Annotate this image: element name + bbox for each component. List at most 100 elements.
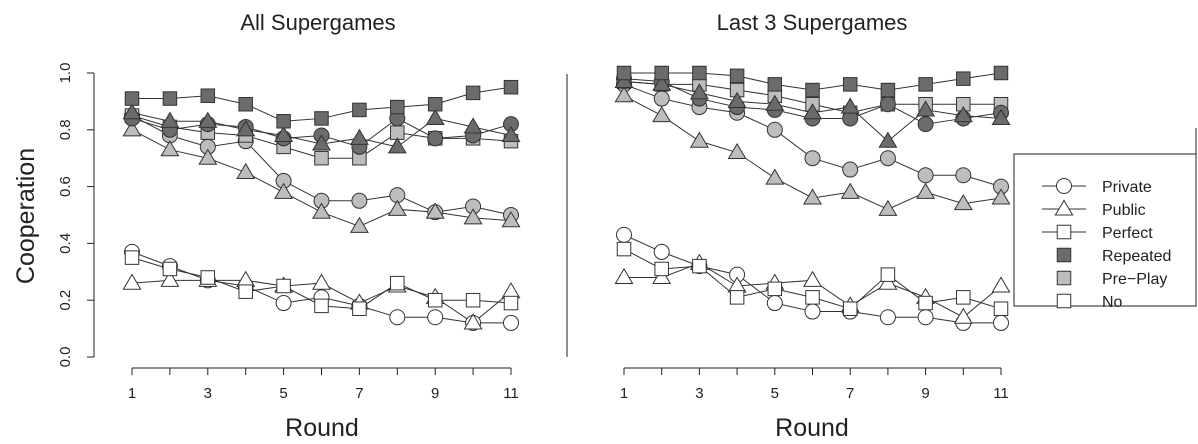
data-point-public-dark bbox=[198, 111, 218, 128]
data-point-public-white bbox=[501, 282, 521, 299]
panel-title-all: All Supergames bbox=[240, 10, 395, 35]
data-point-private-white bbox=[804, 303, 821, 320]
data-point-perfect-dark bbox=[993, 65, 1009, 81]
data-point-perfect-dark bbox=[390, 99, 405, 115]
x-tick-label: 11 bbox=[503, 385, 519, 402]
data-point-public-dark bbox=[160, 111, 180, 128]
x-axis-label-last3: Round bbox=[775, 414, 849, 442]
data-point-private-gray bbox=[842, 161, 859, 178]
data-point-perfect-dark bbox=[654, 65, 669, 81]
data-point-public-dark bbox=[878, 131, 898, 148]
data-point-public-white bbox=[953, 307, 973, 324]
data-point-perfect-white bbox=[162, 261, 178, 277]
data-point-perfect-white bbox=[200, 270, 216, 285]
y-axis-label: Cooperation bbox=[12, 148, 40, 284]
data-point-public-dark bbox=[765, 94, 785, 111]
data-point-public-dark bbox=[953, 105, 973, 123]
legend-marker-public bbox=[1054, 199, 1074, 216]
data-point-private-dark bbox=[917, 116, 934, 133]
data-point-public-gray bbox=[991, 188, 1011, 205]
data-point-public-gray bbox=[501, 211, 521, 228]
data-point-public-gray bbox=[387, 199, 407, 216]
data-point-public-gray bbox=[840, 182, 860, 199]
data-point-public-dark bbox=[803, 103, 822, 120]
y-tick-label: 1.0 bbox=[57, 63, 74, 84]
legend: Private Public Perfect Repeated Pre−Play No bbox=[1013, 128, 1197, 311]
x-tick-label: 1 bbox=[620, 385, 628, 402]
data-point-perfect-white bbox=[314, 298, 329, 314]
data-point-private-gray bbox=[955, 167, 972, 184]
data-point-public-gray bbox=[878, 199, 898, 216]
x-tick-label: 1 bbox=[128, 385, 136, 402]
data-point-public-dark bbox=[387, 137, 407, 154]
data-point-private-white bbox=[993, 314, 1009, 331]
data-point-private-white bbox=[766, 295, 783, 312]
data-point-public-dark bbox=[501, 125, 521, 143]
data-point-perfect-dark bbox=[767, 77, 783, 92]
data-point-perfect-dark bbox=[616, 65, 632, 81]
data-point-private-gray bbox=[351, 192, 368, 209]
legend-label: Repeated bbox=[1102, 248, 1171, 265]
panel-all-supergames: All Supergames Round 1 3 5 7 9 11 0.0 0.2 0.4 0.6… bbox=[57, 10, 521, 442]
data-point-perfect-dark bbox=[729, 68, 745, 84]
legend-marker-private bbox=[1056, 178, 1072, 194]
data-point-private-white bbox=[503, 314, 519, 331]
data-point-public-dark bbox=[916, 100, 936, 117]
data-point-private-white bbox=[917, 309, 934, 326]
data-point-public-dark bbox=[425, 108, 445, 125]
data-point-perfect-white bbox=[465, 292, 481, 308]
data-point-public-dark bbox=[689, 83, 709, 100]
y-tick-label: 0.6 bbox=[57, 176, 74, 197]
data-point-public-white bbox=[122, 273, 142, 290]
panel-title-last3: Last 3 Supergames bbox=[717, 10, 908, 35]
x-tick-label: 11 bbox=[993, 385, 1009, 402]
data-point-perfect-dark bbox=[238, 96, 253, 112]
data-point-private-white bbox=[427, 309, 444, 326]
data-point-public-gray bbox=[425, 202, 445, 219]
data-point-perfect-dark bbox=[352, 102, 367, 118]
data-point-perfect-white bbox=[238, 284, 253, 299]
data-point-public-dark bbox=[727, 91, 747, 108]
data-point-perfect-dark bbox=[503, 79, 519, 95]
panel-last-3-supergames: Last 3 Supergames Round 1 3 5 7 9 11 bbox=[614, 10, 1011, 442]
data-point-perfect-dark bbox=[276, 114, 291, 129]
data-point-public-white bbox=[160, 270, 180, 287]
data-point-public-white bbox=[312, 273, 331, 290]
data-point-private-gray bbox=[879, 150, 896, 167]
data-point-perfect-white bbox=[616, 241, 632, 257]
legend-marker-no bbox=[1056, 293, 1072, 309]
legend-marker-perfect bbox=[1056, 224, 1072, 240]
data-point-public-dark bbox=[991, 108, 1011, 125]
plot-area-last3: 1 3 5 7 9 11 bbox=[614, 65, 1011, 402]
legend-label: Private bbox=[1102, 179, 1152, 196]
data-point-public-dark bbox=[840, 97, 860, 114]
data-point-perfect-dark bbox=[314, 111, 329, 126]
x-tick-label: 7 bbox=[846, 385, 854, 402]
data-point-perfect-white bbox=[427, 292, 443, 308]
legend-box bbox=[1013, 153, 1197, 307]
data-point-public-white bbox=[991, 276, 1011, 293]
legend-marker-pre−play bbox=[1056, 270, 1072, 286]
data-point-perfect-white bbox=[503, 295, 519, 311]
data-point-public-gray bbox=[198, 148, 218, 165]
data-point-private-dark bbox=[879, 96, 896, 113]
data-point-perfect-dark bbox=[692, 65, 707, 81]
data-point-private-gray bbox=[917, 167, 934, 184]
data-point-public-dark bbox=[349, 128, 369, 145]
y-tick-label: 0.4 bbox=[57, 233, 74, 254]
data-point-perfect-white bbox=[918, 295, 933, 311]
data-point-public-gray bbox=[122, 120, 142, 137]
data-point-public-gray bbox=[953, 194, 973, 211]
data-point-public-dark bbox=[652, 74, 672, 91]
data-point-public-gray bbox=[349, 216, 369, 233]
x-axis-label-all: Round bbox=[285, 414, 359, 442]
data-point-public-white bbox=[463, 313, 483, 330]
data-point-private-white bbox=[653, 243, 670, 260]
data-point-private-white bbox=[389, 309, 406, 326]
data-point-perfect-dark bbox=[880, 82, 896, 98]
x-tick-label: 3 bbox=[695, 385, 703, 402]
legend-label: Pre−Play bbox=[1102, 271, 1167, 288]
x-tick-label: 9 bbox=[921, 385, 929, 402]
data-point-private-white bbox=[275, 295, 292, 312]
